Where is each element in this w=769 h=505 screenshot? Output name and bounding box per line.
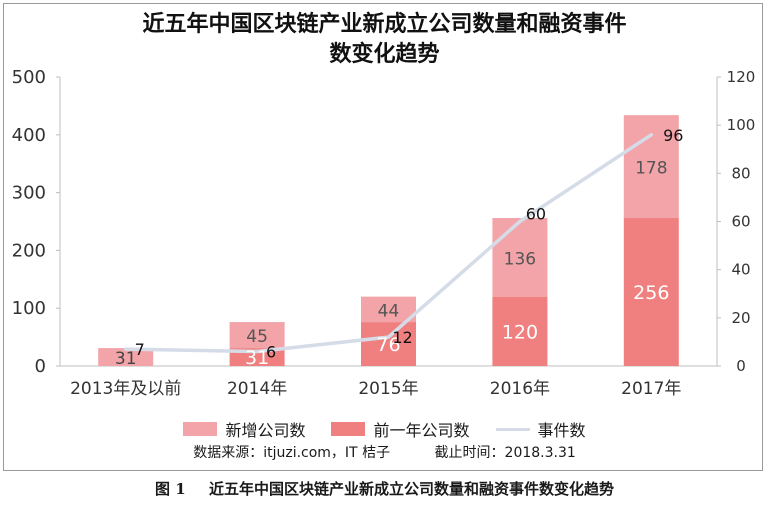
x-tick-label: 2013年及以前 [70, 379, 181, 399]
legend-label-new: 新增公司数 [225, 421, 306, 440]
chart-title-line1: 近五年中国区块链产业新成立公司数量和融资事件 [142, 12, 627, 37]
legend-item-new: 新增公司数 [183, 417, 305, 441]
caption-text: 近五年中国区块链产业新成立公司数量和融资事件数变化趋势 [208, 480, 614, 498]
bar-prev [361, 322, 416, 366]
bar-new-label: 31 [115, 349, 137, 369]
legend-swatch-events [495, 427, 530, 431]
bar-prev-label: 120 [502, 321, 538, 343]
bar-new [492, 218, 548, 297]
events-line [123, 133, 654, 354]
bar-new-label: 45 [246, 327, 268, 347]
bar-new-label: 44 [378, 301, 400, 321]
figure-caption: 图 1 近五年中国区块链产业新成立公司数量和融资事件数变化趋势 [0, 478, 769, 499]
legend: 新增公司数 前一年公司数 事件数 [0, 417, 769, 441]
cutoff-date: 截止时间：2018.3.31 [434, 445, 576, 461]
x-tick-label: 2015年 [358, 379, 418, 399]
x-tick-label: 2014年 [227, 379, 287, 399]
bar-prev [623, 218, 679, 366]
y-right-tick-label: 60 [731, 213, 750, 231]
y-right-tick-label: 0 [736, 357, 746, 375]
y-right-tick-label: 100 [727, 116, 756, 134]
chart-plot: 0 100 200 300 400 500 0 20 40 60 80 100 120 2013年及以前 2… [12, 67, 756, 399]
source-line: 数据来源：itjuzi.com，IT 桔子 截止时间：2018.3.31 [0, 442, 769, 462]
bar-new [229, 322, 285, 349]
event-label: 6 [266, 343, 276, 362]
y-left-tick-label: 300 [12, 183, 46, 204]
bar-new [361, 296, 416, 323]
legend-swatch-prev [331, 422, 366, 436]
y-right-tick-label: 20 [731, 309, 750, 327]
bar-prev-label: 256 [633, 282, 669, 304]
bar-new [98, 348, 154, 366]
y-left-tick-label: 200 [12, 240, 46, 261]
data-source: 数据来源：itjuzi.com，IT 桔子 [193, 445, 391, 461]
bar-prev-label: 76 [376, 334, 400, 356]
x-tick-label: 2017年 [621, 379, 681, 399]
y-left-tick-label: 100 [12, 298, 46, 319]
legend-swatch-new [183, 422, 218, 436]
x-tick-label: 2016年 [490, 379, 550, 399]
y-right-tick-label: 120 [727, 68, 756, 86]
event-label: 12 [392, 328, 412, 347]
y-right-tick-label: 80 [731, 164, 750, 182]
event-label: 60 [526, 205, 546, 224]
legend-item-events: 事件数 [495, 417, 586, 441]
legend-label-events: 事件数 [537, 421, 586, 440]
event-label: 7 [135, 340, 145, 359]
bar-prev [492, 296, 548, 366]
chart-title-line2: 数变化趋势 [329, 42, 440, 67]
y-left-tick-label: 400 [12, 125, 46, 146]
bar-prev-label: 31 [245, 347, 269, 369]
legend-label-prev: 前一年公司数 [373, 421, 470, 440]
legend-item-prev: 前一年公司数 [331, 417, 470, 441]
event-label: 96 [663, 126, 683, 145]
y-left-tick-label: 500 [12, 67, 46, 88]
caption-number: 图 1 [155, 480, 186, 498]
y-right-tick-label: 40 [731, 261, 750, 279]
bar-new-label: 178 [635, 159, 667, 179]
bar-new-label: 136 [504, 249, 536, 269]
y-left-tick-label: 0 [35, 356, 46, 377]
bar-new [623, 115, 679, 219]
